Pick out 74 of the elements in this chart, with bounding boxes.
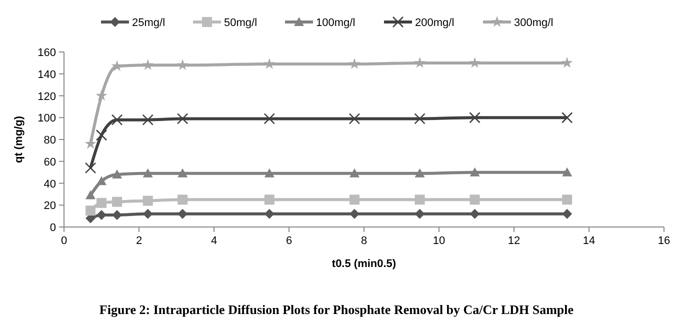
point — [112, 170, 122, 178]
point — [96, 90, 108, 101]
point — [96, 210, 106, 220]
point — [142, 168, 153, 178]
point — [86, 190, 96, 200]
point — [112, 210, 122, 220]
point — [176, 113, 188, 124]
point — [348, 58, 360, 69]
y-tick-label: 120 — [38, 90, 56, 103]
point — [178, 194, 188, 205]
x-axis-title: t0.5 (min0.5) — [332, 258, 396, 270]
y-axis-title: qt (mg/g) — [13, 116, 25, 164]
point — [348, 113, 360, 124]
legend-label: 300mg/l — [514, 17, 554, 29]
point — [142, 208, 153, 219]
point — [96, 129, 108, 141]
x-tick-label: 4 — [210, 235, 218, 247]
point — [96, 176, 106, 186]
point — [111, 60, 123, 72]
point — [470, 208, 480, 219]
point — [470, 194, 480, 205]
point — [84, 162, 96, 174]
y-tick-label: 0 — [50, 222, 56, 234]
point — [176, 59, 188, 70]
point — [414, 168, 425, 178]
x-tick-label: 8 — [360, 235, 368, 247]
x-tick-label: 14 — [582, 235, 596, 247]
point — [111, 114, 123, 126]
point — [96, 198, 106, 208]
x-tick-label: 10 — [432, 235, 446, 247]
point — [178, 168, 188, 178]
point — [142, 114, 154, 126]
point — [414, 194, 425, 205]
point — [562, 208, 572, 219]
point — [562, 194, 572, 205]
legend-label: 200mg/l — [415, 17, 454, 29]
point — [264, 168, 274, 178]
x-tick-label: 6 — [286, 235, 292, 247]
y-tick-label: 80 — [44, 134, 56, 146]
point — [142, 59, 154, 70]
point — [414, 56, 426, 68]
point — [562, 167, 572, 176]
point — [561, 112, 573, 124]
point — [414, 113, 426, 124]
point — [142, 196, 153, 206]
y-tick-label: 140 — [38, 68, 56, 81]
x-tick-label: 2 — [136, 235, 142, 247]
y-tick-label: 40 — [44, 178, 56, 190]
point — [349, 194, 360, 205]
point — [561, 56, 573, 68]
point — [264, 113, 276, 124]
point — [264, 208, 274, 219]
y-tick-label: 20 — [44, 200, 56, 212]
point — [470, 167, 480, 176]
point — [264, 58, 276, 69]
point — [469, 56, 480, 68]
point — [264, 194, 274, 205]
y-tick-label: 60 — [44, 156, 56, 168]
legend-label: 100mg/l — [316, 17, 356, 29]
point — [414, 208, 425, 219]
x-tick-label: 12 — [508, 235, 520, 247]
point — [178, 208, 188, 219]
y-tick-label: 160 — [38, 47, 56, 59]
y-tick-label: 100 — [38, 112, 56, 125]
point — [112, 196, 122, 207]
point — [349, 208, 360, 219]
x-tick-label: 16 — [658, 235, 670, 247]
legend-label: 50mg/l — [224, 17, 258, 29]
text: Figure 2: Intraparticle Diffusion Plots for Phosphate Removal by Ca/Cr LDH Sample — [99, 302, 574, 317]
x-tick-label: 0 — [60, 235, 68, 247]
point — [469, 112, 480, 124]
point — [86, 206, 96, 216]
point — [349, 168, 360, 178]
legend-label: 25mg/l — [132, 17, 166, 29]
